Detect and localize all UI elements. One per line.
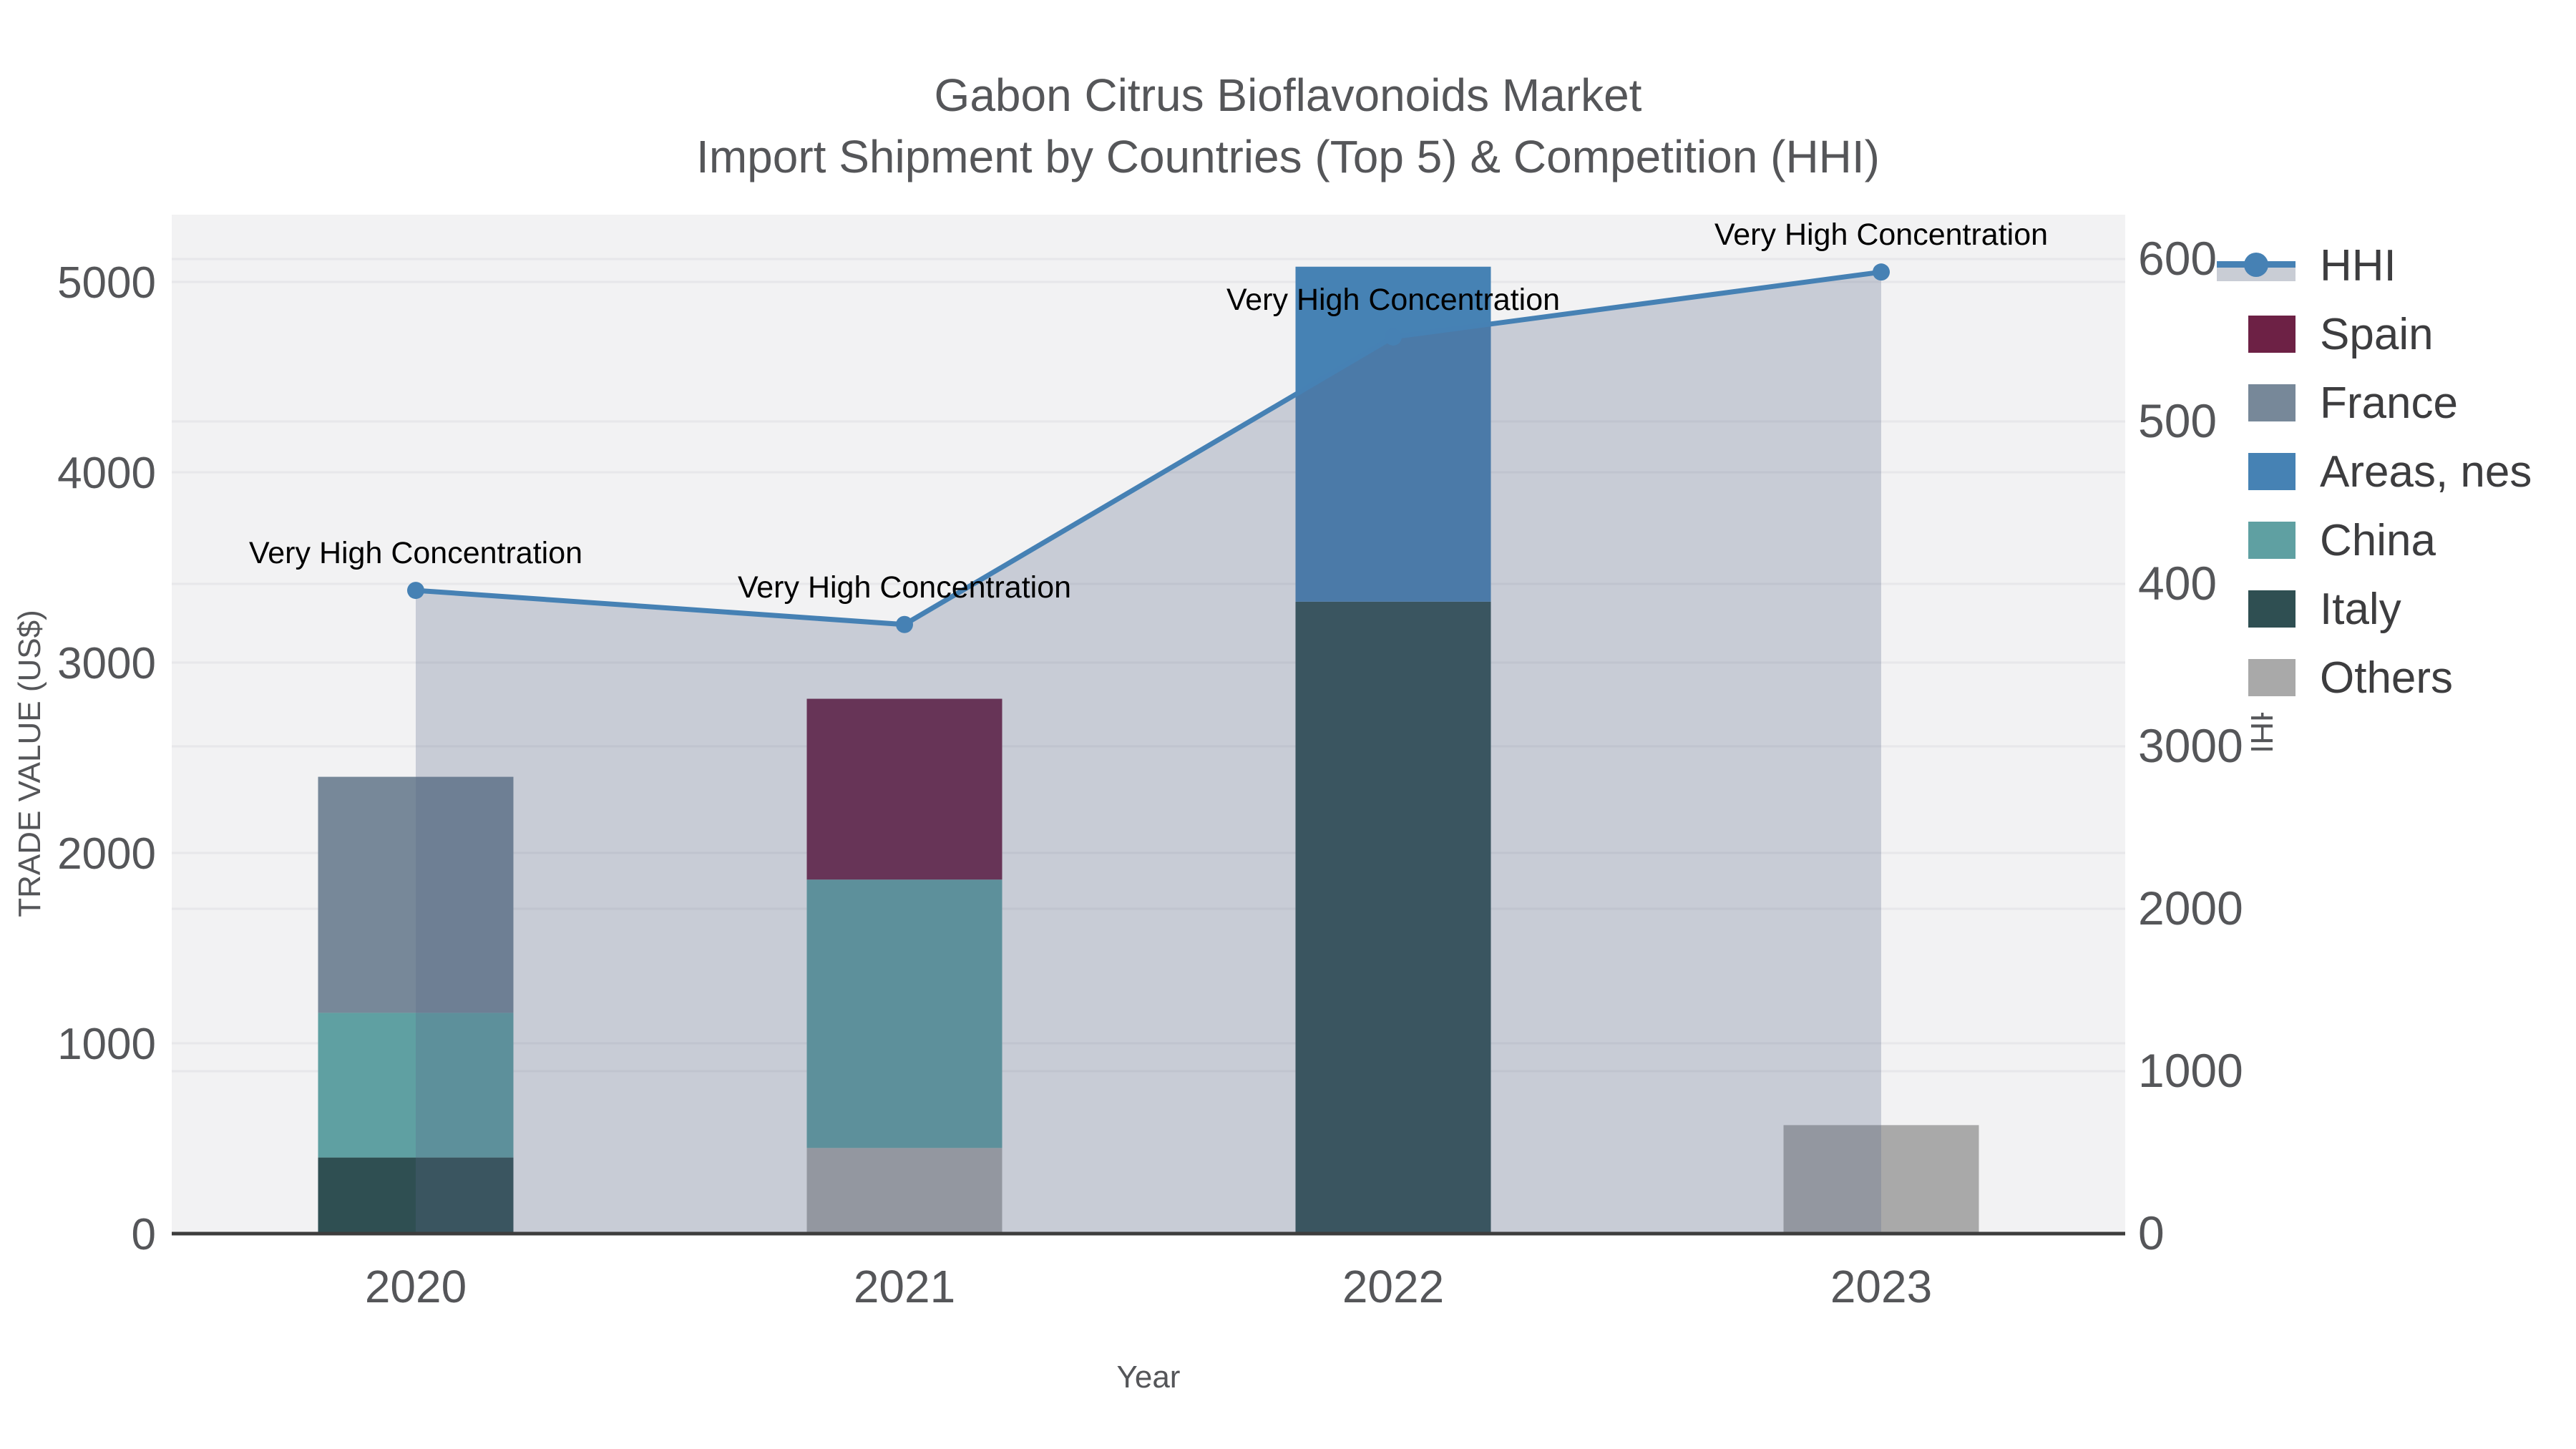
annotation-2021: Very High Concentration [738,570,1071,605]
legend-swatch-icon [2248,453,2296,490]
annotation-2020: Very High Concentration [249,536,582,570]
legend-item-china: China [2217,514,2576,567]
bar-segment-italy-2022 [1295,601,1491,1234]
legend-label: HHI [2320,240,2396,291]
bar-segment-italy-2020 [318,1157,514,1234]
x-axis-title: Year [1116,1360,1181,1395]
x-tick-label: 2023 [1830,1261,1932,1312]
y-left-tick-label: 0 [132,1210,156,1259]
legend-item-others: Others [2217,651,2576,704]
hhi-marker-2022 [1385,328,1402,346]
legend-label: China [2320,515,2436,565]
y-left-axis-title: TRADE VALUE (US$) [12,610,47,917]
bar-segment-china-2020 [318,1013,514,1158]
bar-segment-others-2021 [806,1148,1002,1234]
y-left-tick-label: 5000 [57,258,156,308]
legend-item-spain: Spain [2217,308,2576,361]
bar-segment-spain-2021 [806,698,1002,880]
legend-item-areas-nes: Areas, nes [2217,445,2576,498]
x-tick-label: 2020 [365,1261,467,1312]
chart-title-line2: Import Shipment by Countries (Top 5) & C… [696,131,1880,182]
y-left-tick-label: 3000 [57,639,156,688]
legend-item-italy: Italy [2217,582,2576,635]
legend-swatch-icon [2248,659,2296,696]
annotation-2023: Very High Concentration [1714,218,2048,252]
y-right-tick-label: 2000 [2138,882,2243,935]
bar-segment-others-2023 [1783,1125,1979,1234]
bar-segment-areas-nes-2022 [1295,266,1491,602]
y-right-tick-label: 3000 [2138,719,2243,772]
legend-label: Spain [2320,309,2434,359]
legend-label: Areas, nes [2320,447,2532,497]
legend-item-hhi: HHI [2217,239,2576,292]
y-left-tick-label: 1000 [57,1020,156,1069]
y-left-tick-label: 4000 [57,449,156,498]
legend-swatch-icon [2248,522,2296,559]
legend-swatch-icon [2248,384,2296,421]
hhi-line-icon [2217,247,2296,284]
x-tick-label: 2021 [854,1261,955,1312]
legend: HHI Spain France Areas, nes China Italy Others [2217,230,2576,713]
bar-segment-china-2021 [806,879,1002,1148]
legend-swatch-icon [2248,590,2296,628]
y-right-tick-label: 1000 [2138,1044,2243,1097]
hhi-marker-2021 [896,615,913,633]
hhi-line [415,269,1882,628]
hhi-marker-2023 [1873,263,1890,281]
x-tick-label: 2022 [1342,1261,1444,1312]
hhi-area-fill [416,272,1881,1234]
legend-label: Italy [2320,584,2401,634]
chart-title-line1: Gabon Citrus Bioflavonoids Market [934,69,1642,121]
legend-label: Others [2320,653,2454,703]
y-right-tick-label: 0 [2138,1206,2165,1259]
hhi-marker-2020 [407,582,424,600]
legend-item-france: France [2217,376,2576,429]
legend-label: France [2320,378,2458,428]
hhi-glyph-part [2244,253,2268,277]
bar-segment-france-2020 [318,776,514,1013]
annotation-2022: Very High Concentration [1226,283,1560,317]
legend-swatch-icon [2248,316,2296,353]
y-left-tick-label: 2000 [57,829,156,879]
